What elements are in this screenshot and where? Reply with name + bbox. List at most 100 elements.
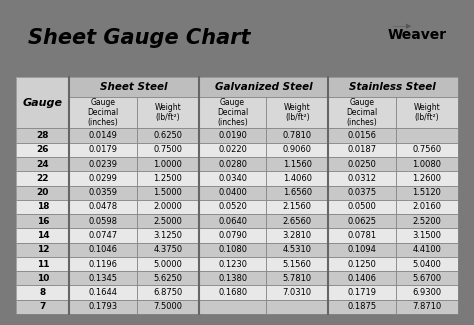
Bar [328, 285, 396, 300]
Bar [396, 228, 457, 243]
Text: 0.0340: 0.0340 [218, 174, 247, 183]
Text: Gauge
Decimal
(inches): Gauge Decimal (inches) [217, 98, 248, 127]
Bar [199, 143, 266, 157]
Bar [396, 285, 457, 300]
Bar [266, 171, 328, 186]
Bar [396, 243, 457, 257]
Text: 0.0299: 0.0299 [89, 174, 118, 183]
Bar [328, 243, 396, 257]
Bar [328, 243, 396, 257]
Bar [69, 271, 137, 285]
Bar [137, 97, 199, 128]
Bar [199, 271, 266, 285]
Text: 0.0375: 0.0375 [347, 188, 376, 197]
Bar [69, 228, 137, 243]
Bar [199, 97, 266, 128]
Text: 5.6700: 5.6700 [412, 274, 441, 283]
Bar [328, 271, 396, 285]
Text: 3.2810: 3.2810 [283, 231, 312, 240]
Text: Weight
(lb/ft²): Weight (lb/ft²) [413, 103, 440, 122]
Bar [396, 97, 457, 128]
Text: 2.0000: 2.0000 [154, 202, 182, 212]
Bar [137, 257, 199, 271]
Bar [69, 200, 137, 214]
Text: 0.1406: 0.1406 [347, 274, 376, 283]
Bar [266, 97, 328, 128]
Text: 1.5120: 1.5120 [412, 188, 441, 197]
Bar [199, 300, 266, 314]
Text: 0.0640: 0.0640 [218, 217, 247, 226]
Bar [328, 214, 396, 228]
Text: 0.0312: 0.0312 [347, 174, 376, 183]
Bar [266, 243, 328, 257]
Text: 0.0598: 0.0598 [89, 217, 118, 226]
Bar [396, 171, 457, 186]
Text: 3.1250: 3.1250 [154, 231, 182, 240]
Text: 0.1196: 0.1196 [89, 260, 118, 268]
Bar [199, 228, 266, 243]
Bar [137, 143, 199, 157]
Bar [396, 300, 457, 314]
Bar [328, 228, 396, 243]
Text: 2.0160: 2.0160 [412, 202, 441, 212]
Text: 0.1380: 0.1380 [218, 274, 247, 283]
Text: 0.1250: 0.1250 [347, 260, 376, 268]
Text: 1.1560: 1.1560 [283, 160, 312, 169]
Text: 0.0179: 0.0179 [89, 145, 118, 154]
Bar [328, 200, 396, 214]
Bar [328, 186, 396, 200]
Text: 16: 16 [36, 217, 49, 226]
Bar [328, 200, 396, 214]
Bar [199, 285, 266, 300]
Bar [69, 186, 137, 200]
Text: 0.0747: 0.0747 [89, 231, 118, 240]
Bar [266, 271, 328, 285]
Bar [199, 243, 266, 257]
Bar [328, 228, 396, 243]
Bar [396, 300, 457, 314]
Bar [17, 171, 69, 186]
Text: 12: 12 [36, 245, 49, 254]
Bar [69, 186, 137, 200]
Bar [328, 300, 396, 314]
Text: 0.1046: 0.1046 [89, 245, 118, 254]
Bar [17, 157, 69, 171]
Bar [199, 128, 266, 143]
Text: 0.0250: 0.0250 [347, 160, 376, 169]
Bar [266, 128, 328, 143]
Bar [69, 285, 137, 300]
Text: 0.0781: 0.0781 [347, 231, 376, 240]
Bar [17, 200, 69, 214]
Bar [199, 271, 266, 285]
Text: Gauge: Gauge [23, 98, 63, 108]
Text: 5.0400: 5.0400 [412, 260, 441, 268]
Bar [17, 143, 69, 157]
Bar [396, 157, 457, 171]
Bar [328, 300, 396, 314]
Text: 5.1560: 5.1560 [283, 260, 312, 268]
Text: 5.0000: 5.0000 [154, 260, 182, 268]
Text: Stainless Steel: Stainless Steel [349, 82, 436, 92]
Bar [328, 271, 396, 285]
Bar [17, 128, 69, 143]
Bar [137, 214, 199, 228]
Bar [199, 97, 266, 128]
Text: 0.7560: 0.7560 [412, 145, 441, 154]
Bar [396, 271, 457, 285]
Text: 0.1793: 0.1793 [89, 302, 118, 311]
Bar [266, 97, 328, 128]
Bar [328, 186, 396, 200]
Bar [199, 171, 266, 186]
Bar [137, 214, 199, 228]
Bar [199, 143, 266, 157]
Bar [396, 128, 457, 143]
Bar [17, 214, 69, 228]
Text: 7.8710: 7.8710 [412, 302, 441, 311]
Bar [69, 257, 137, 271]
Bar [69, 77, 199, 97]
Bar [17, 186, 69, 200]
Text: 8: 8 [40, 288, 46, 297]
Bar [396, 257, 457, 271]
Bar [199, 77, 328, 97]
Text: 0.6250: 0.6250 [154, 131, 182, 140]
